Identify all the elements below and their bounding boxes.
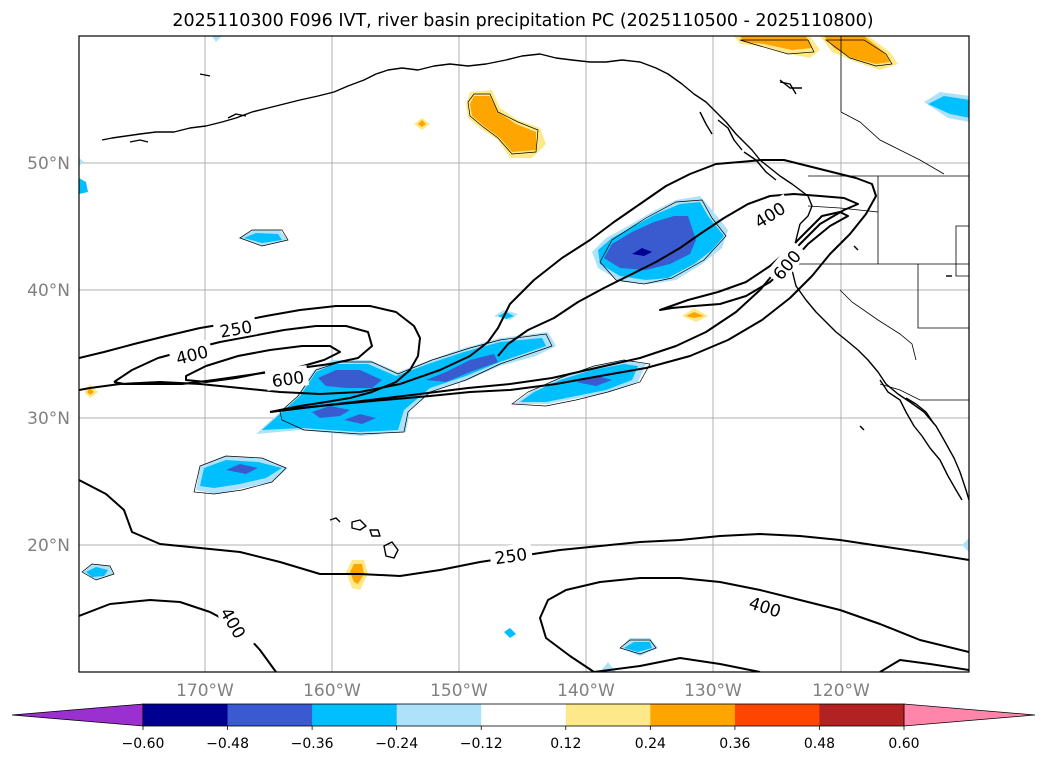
colorbar-segment (312, 704, 398, 726)
colorbar-extend-max (903, 703, 1036, 727)
ivt-contour-600-coast (659, 211, 849, 311)
colorbar-frame (142, 703, 905, 727)
lat-label: 20°N (27, 536, 70, 556)
coastlines (101, 53, 969, 559)
borders (790, 36, 969, 401)
contour-label: 600 (271, 368, 306, 392)
lat-label: 40°N (27, 281, 70, 301)
ivt-contour-250-south (79, 479, 969, 577)
colorbar-tick-label: 0.48 (804, 736, 835, 752)
lon-label: 120°W (812, 681, 870, 701)
colorbar-tick-label: 0.12 (550, 736, 581, 752)
colorbar-segment (819, 704, 905, 726)
lat-label: 30°N (27, 409, 70, 429)
lon-label: 170°W (176, 681, 234, 701)
precip-anomalies (79, 36, 969, 672)
colorbar-tick-label: −0.24 (375, 736, 418, 752)
map-panel: 250 400 600 400 600 250 400 400 (79, 36, 969, 672)
colorbar-segment (734, 704, 820, 726)
colorbar-segment (227, 704, 313, 726)
colorbar-tick-label: 0.24 (635, 736, 666, 752)
colorbar-extend-min (11, 703, 144, 727)
colorbar-tick-label: −0.36 (291, 736, 334, 752)
ivt-contour-600-plume (185, 345, 341, 383)
ivt-contours (79, 159, 969, 672)
colorbar-tick-label: −0.12 (460, 736, 503, 752)
lon-label: 150°W (430, 681, 488, 701)
colorbar-segment (650, 704, 736, 726)
colorbar-tick-label: −0.60 (122, 736, 165, 752)
lon-label: 160°W (303, 681, 361, 701)
colorbar-tick-label: 0.36 (719, 736, 750, 752)
ivt-contour-400-south (79, 599, 277, 672)
map-frame (78, 35, 970, 673)
lon-label: 140°W (557, 681, 615, 701)
chart-title: 2025110300 F096 IVT, river basin precipi… (172, 11, 873, 31)
ivt-contour-250-plume (79, 159, 877, 413)
lon-labels: 170°W 160°W 150°W 140°W 130°W 120°W (176, 681, 870, 701)
colorbar-segment (565, 704, 651, 726)
colorbar-segment (481, 704, 567, 726)
colorbar-segment (396, 704, 482, 726)
colorbar-tick-label: 0.60 (888, 736, 919, 752)
colorbar-segment (143, 704, 229, 726)
lat-label: 50°N (27, 154, 70, 174)
colorbar-tick-label: −0.48 (206, 736, 249, 752)
contour-label: 250 (494, 545, 529, 569)
lat-labels: 50°N 40°N 30°N 20°N (27, 154, 70, 556)
lon-label: 130°W (684, 681, 742, 701)
colorbar: −0.60 −0.48 −0.36 −0.24 −0.12 0.12 0.24 0.36 0.4… (11, 703, 1036, 752)
ivt-contour-400-southeast (539, 577, 969, 672)
